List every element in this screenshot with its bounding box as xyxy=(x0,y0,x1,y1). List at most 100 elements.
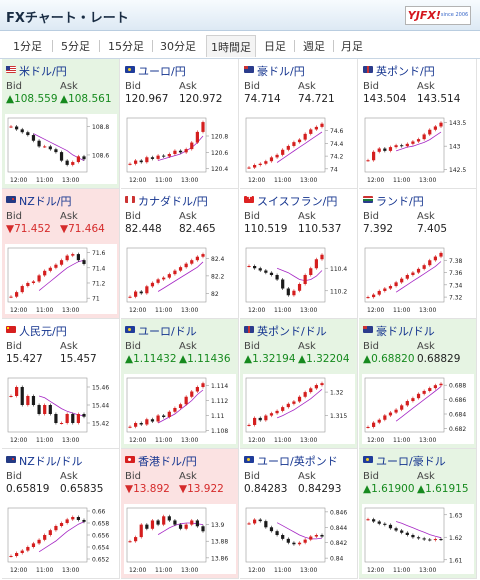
candle-body xyxy=(9,556,13,557)
mini-candlestick-chart[interactable]: 143.5 143 142.5 12:00 11:00 13:00 xyxy=(362,114,474,184)
currency-pair-link[interactable]: ユーロ/英ポンド xyxy=(257,455,338,468)
currency-pair-link[interactable]: 英ポンド/ドル xyxy=(257,325,327,338)
rate-card[interactable]: NZドル/ドル Bid Ask 0.65819 0.65835 0.66 0.658 0.65… xyxy=(2,449,120,579)
candle-body xyxy=(264,521,268,528)
yjfx-logo[interactable]: YJFX!since 2006 xyxy=(405,6,471,25)
tab-weekly[interactable]: 週足 xyxy=(303,40,325,53)
rate-card[interactable]: 香港ドル/円 Bid Ask ▼13.892 ▼13.922 13.9 13.88 13.86… xyxy=(121,449,239,579)
au-flag-icon xyxy=(244,66,254,73)
candle-body xyxy=(76,254,80,261)
y-tick-label: 108.8 xyxy=(92,124,109,131)
tab-daily[interactable]: 日足 xyxy=(264,40,286,53)
tab-1min[interactable]: 1分足 xyxy=(13,40,42,53)
currency-pair-link[interactable]: ランド/円 xyxy=(376,195,424,208)
currency-pair-link[interactable]: カナダドル/円 xyxy=(138,195,208,208)
mini-candlestick-chart[interactable]: 0.846 0.844 0.842 0.84 12:00 11:00 13:00 xyxy=(243,504,355,574)
mini-candlestick-chart[interactable]: 120.8 120.6 120.4 12:00 11:00 13:00 xyxy=(124,114,236,184)
rate-card[interactable]: ユーロ/豪ドル Bid Ask ▲1.61900 ▲1.61915 1.63 1.62 1.6… xyxy=(359,449,477,579)
mini-candlestick-chart[interactable]: 1.114 1.112 1.11 1.108 12:00 11:00 13:00 xyxy=(124,374,236,444)
rate-card[interactable]: スイスフラン/円 Bid Ask 110.519 110.537 110.4 110.2 12… xyxy=(240,189,358,319)
currency-pair-link[interactable]: NZドル/ドル xyxy=(19,455,83,468)
rate-card[interactable]: ユーロ/円 Bid Ask 120.967 120.972 120.8 120.6 120.4… xyxy=(121,59,239,189)
rate-card[interactable]: NZドル/円 Bid Ask ▼71.452 ▼71.464 71.6 71.4 71.2 71… xyxy=(2,189,120,319)
y-tick-label: 15.46 xyxy=(92,385,109,392)
mini-candlestick-chart[interactable]: 1.32 1.315 12:00 11:00 13:00 xyxy=(243,374,355,444)
x-tick-label: 12:00 xyxy=(248,307,265,314)
candle-body xyxy=(286,145,290,150)
currency-pair-link[interactable]: 豪ドル/ドル xyxy=(376,325,435,338)
candle-body xyxy=(405,401,409,406)
currency-pair-link[interactable]: 人民元/円 xyxy=(19,325,67,338)
candle-body xyxy=(405,532,409,535)
currency-pair-link[interactable]: ユーロ/ドル xyxy=(138,325,197,338)
rate-card[interactable]: 英ポンド/ドル Bid Ask ▲1.32194 ▲1.32204 1.32 1.315 12… xyxy=(240,319,358,449)
candle-body xyxy=(26,396,30,405)
candle-body xyxy=(167,154,171,157)
rate-card[interactable]: ユーロ/英ポンド Bid Ask 0.84283 0.84293 0.846 0.844 0.… xyxy=(240,449,358,579)
mini-candlestick-chart[interactable]: 71.6 71.4 71.2 71 12:00 11:00 13:00 xyxy=(5,244,117,314)
ask-value: 7.405 xyxy=(417,223,448,235)
moving-average-line xyxy=(395,131,442,152)
candle-body xyxy=(54,264,58,268)
candle-body xyxy=(150,520,155,529)
ask-label: Ask xyxy=(298,211,316,222)
candle-body xyxy=(411,141,415,144)
candle-body xyxy=(264,415,268,421)
currency-pair-link[interactable]: ユーロ/豪ドル xyxy=(376,455,446,468)
rate-card[interactable]: ランド/円 Bid Ask 7.392 7.405 7.38 7.36 7.34 7.32 12:… xyxy=(359,189,477,319)
mini-candlestick-chart[interactable]: 13.9 13.88 13.86 12:00 11:00 13:00 xyxy=(124,504,236,574)
currency-pair-link[interactable]: ユーロ/円 xyxy=(138,65,186,78)
x-tick-label: 13:00 xyxy=(419,567,436,574)
rate-card[interactable]: 人民元/円 Bid Ask 15.427 15.457 15.46 15.44 15.42 12… xyxy=(2,319,120,449)
candle-body xyxy=(433,539,437,541)
candle-body xyxy=(258,268,262,271)
mini-candlestick-chart[interactable]: 0.66 0.658 0.656 0.654 0.652 12:00 11:00 13:00 xyxy=(5,504,117,574)
tab-1hour[interactable]: 1時間足 xyxy=(206,35,256,57)
rate-card[interactable]: 英ポンド/円 Bid Ask 143.504 143.514 143.5 143 142.5 1… xyxy=(359,59,477,189)
candle-body xyxy=(405,143,409,147)
candle-body xyxy=(377,521,381,524)
rate-card[interactable]: ユーロ/ドル Bid Ask ▲1.11432 ▲1.11436 1.114 1.112 1.… xyxy=(121,319,239,449)
chart-frame xyxy=(7,247,88,303)
tab-monthly[interactable]: 月足 xyxy=(341,40,363,53)
mini-candlestick-chart[interactable]: 1.63 1.62 1.61 12:00 11:00 13:00 xyxy=(362,504,474,574)
chart-svg: 1.114 1.112 1.11 1.108 12:00 11:00 13:00 xyxy=(126,377,228,444)
y-tick-label: 1.32 xyxy=(330,390,344,397)
tab-divider xyxy=(52,40,53,52)
bid-label: Bid xyxy=(6,341,22,352)
rate-card[interactable]: 豪ドル/ドル Bid Ask ▲0.68820 0.68829 0.688 0.686 0.6… xyxy=(359,319,477,449)
currency-pair-link[interactable]: スイスフラン/円 xyxy=(257,195,338,208)
candle-body xyxy=(366,297,370,299)
mini-candlestick-chart[interactable]: 108.8 108.6 12:00 11:00 13:00 xyxy=(5,114,117,184)
candle-body xyxy=(71,517,75,520)
rate-card[interactable]: カナダドル/円 Bid Ask 82.448 82.465 82.4 82.2 82 12:00… xyxy=(121,189,239,319)
x-tick-label: 11:00 xyxy=(155,307,172,314)
tab-30min[interactable]: 30分足 xyxy=(160,40,196,53)
candle-body xyxy=(281,149,285,155)
mini-candlestick-chart[interactable]: 74.6 74.4 74.2 74 12:00 11:00 13:00 xyxy=(243,114,355,184)
y-tick-label: 71.6 xyxy=(92,250,106,257)
candle-body xyxy=(275,154,279,158)
mini-candlestick-chart[interactable]: 15.46 15.44 15.42 12:00 11:00 13:00 xyxy=(5,374,117,444)
moving-average-line xyxy=(157,135,204,161)
currency-pair-link[interactable]: 香港ドル/円 xyxy=(138,455,197,468)
candle-body xyxy=(201,526,205,532)
currency-pair-link[interactable]: 英ポンド/円 xyxy=(376,65,435,78)
bid-label: Bid xyxy=(244,81,260,92)
currency-pair-link[interactable]: 豪ドル/円 xyxy=(257,65,305,78)
currency-pair-link[interactable]: NZドル/円 xyxy=(19,195,72,208)
rate-card[interactable]: 米ドル/円 Bid Ask ▲108.559 ▲108.561 108.8 108.6 12:… xyxy=(2,59,120,189)
mini-candlestick-chart[interactable]: 7.38 7.36 7.34 7.32 12:00 11:00 13:00 xyxy=(362,244,474,314)
mini-candlestick-chart[interactable]: 0.688 0.686 0.684 0.682 12:00 11:00 13:00 xyxy=(362,374,474,444)
y-tick-label: 1.315 xyxy=(330,413,347,420)
candle-body xyxy=(372,151,376,161)
candle-body xyxy=(400,530,404,533)
candle-body xyxy=(422,265,426,269)
tab-5min[interactable]: 5分足 xyxy=(61,40,90,53)
currency-pair-link[interactable]: 米ドル/円 xyxy=(19,65,67,78)
mini-candlestick-chart[interactable]: 110.4 110.2 12:00 11:00 13:00 xyxy=(243,244,355,314)
rate-card[interactable]: 豪ドル/円 Bid Ask 74.714 74.721 74.6 74.4 74.2 74 12:… xyxy=(240,59,358,189)
mini-candlestick-chart[interactable]: 82.4 82.2 82 12:00 11:00 13:00 xyxy=(124,244,236,314)
y-tick-label: 7.34 xyxy=(449,282,463,289)
tab-15min[interactable]: 15分足 xyxy=(108,40,144,53)
